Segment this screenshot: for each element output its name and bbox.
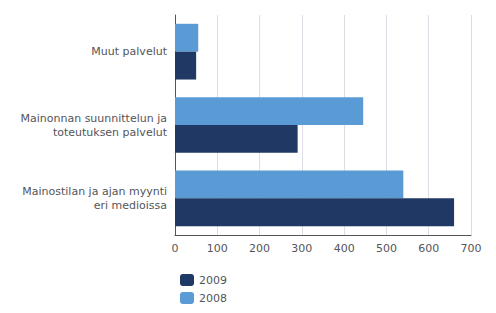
svg-text:2009: 2009 xyxy=(199,274,227,287)
svg-text:toteutuksen palvelut: toteutuksen palvelut xyxy=(53,126,168,139)
svg-text:eri medioissa: eri medioissa xyxy=(94,199,167,212)
svg-text:600: 600 xyxy=(418,242,439,255)
svg-text:500: 500 xyxy=(376,242,397,255)
svg-text:Muut palvelut: Muut palvelut xyxy=(91,45,167,58)
svg-text:700: 700 xyxy=(461,242,482,255)
svg-text:Mainonnan suunnittelun ja: Mainonnan suunnittelun ja xyxy=(20,112,167,125)
svg-text:400: 400 xyxy=(334,242,355,255)
svg-text:300: 300 xyxy=(291,242,312,255)
svg-text:200: 200 xyxy=(249,242,270,255)
svg-text:Mainostilan ja ajan myynti: Mainostilan ja ajan myynti xyxy=(22,185,167,198)
svg-text:0: 0 xyxy=(172,242,179,255)
svg-text:2008: 2008 xyxy=(199,292,227,305)
svg-text:100: 100 xyxy=(207,242,228,255)
